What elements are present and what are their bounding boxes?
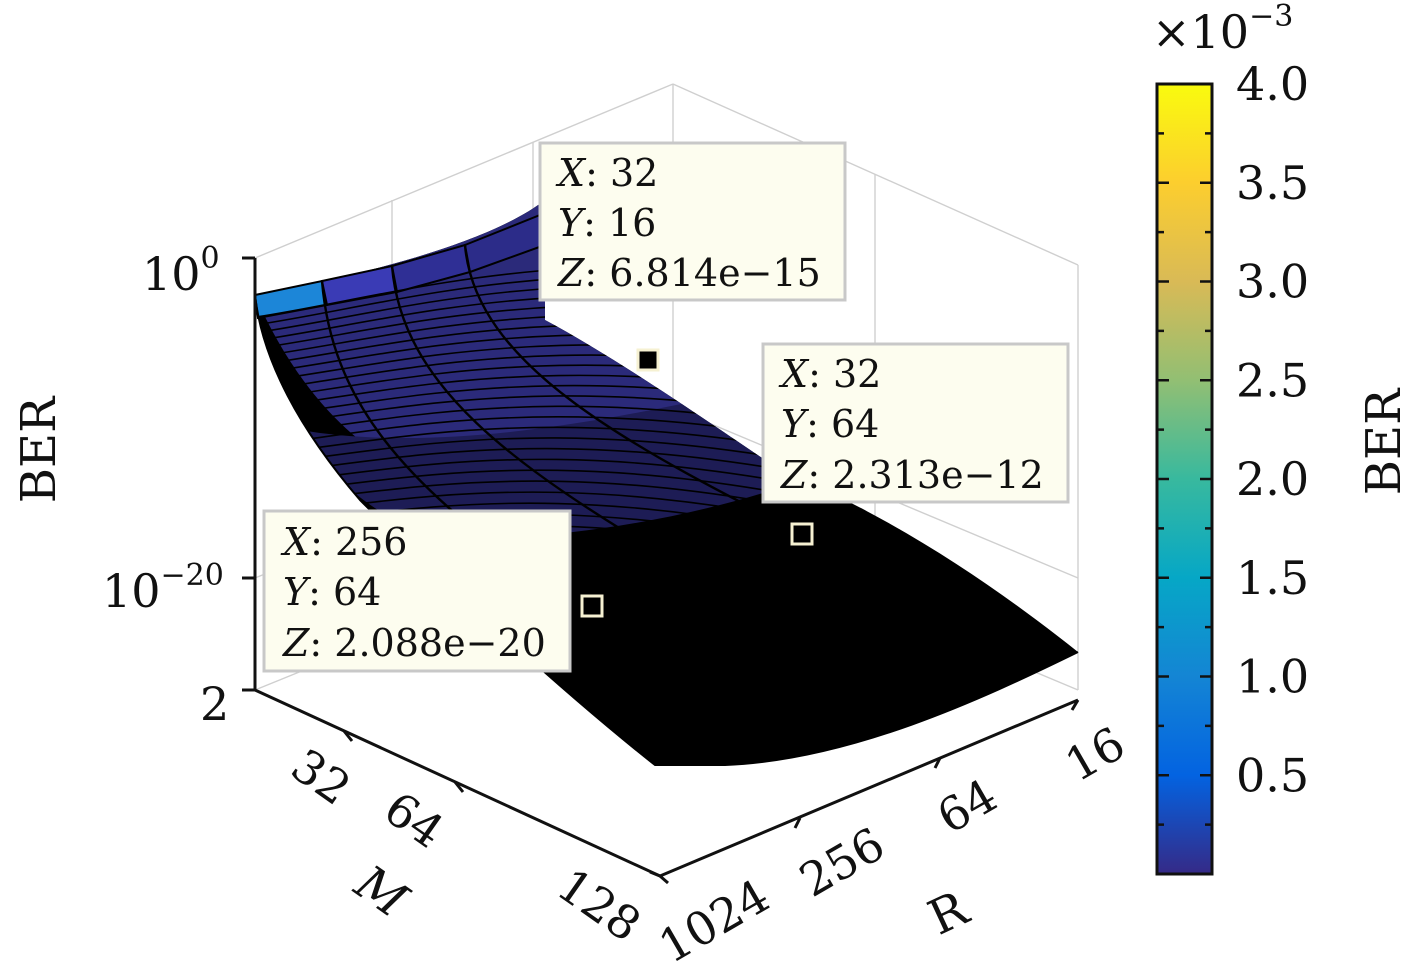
datatip-2-zkey: Z (780, 453, 808, 497)
colorbar-ticks (1157, 82, 1212, 826)
datatip-3-zkey: Z (282, 621, 310, 665)
z-tick-1e0-exp: 0 (201, 241, 220, 276)
colorbar-labels: 0.5 1.0 1.5 2.0 2.5 3.0 3.5 4.0 (1236, 57, 1309, 802)
datatip-3-ykey: Y (283, 570, 312, 614)
colorbar-exponent-power: −3 (1249, 0, 1293, 34)
svg-text:Y: 64: Y: 64 (781, 402, 879, 446)
z-tick-1e0-base: 10 (142, 247, 201, 301)
colorbar-tick-label: 3.0 (1236, 255, 1309, 309)
axis-ticks (242, 256, 1080, 885)
datatip-2-x: 32 (833, 352, 881, 396)
m-tick-64: 64 (375, 781, 454, 859)
datatip-markers[interactable] (580, 348, 814, 618)
r-axis-line (659, 698, 1079, 878)
z-tick-1e0: 100 (142, 241, 220, 301)
datatip-2-xkey: X (778, 352, 810, 396)
r-tick-64: 64 (928, 768, 1006, 844)
svg-text:X: 32: X: 32 (778, 352, 881, 396)
datatip-3-z: 2.088e−20 (334, 621, 545, 665)
r-tick-16: 16 (1056, 716, 1134, 792)
r-tick-256: 256 (790, 817, 893, 908)
datatip-1-z: 6.814e−15 (609, 251, 820, 295)
z-tick-2: 2 (200, 677, 229, 731)
colorbar-exponent-base: ×10 (1152, 5, 1249, 59)
datatip-1-y: 16 (608, 201, 656, 245)
datatip-1-x: 32 (610, 151, 658, 195)
colorbar-tick-label: 1.0 (1236, 650, 1309, 704)
m-tick-128: 128 (548, 858, 651, 953)
svg-text:Z: 2.313e−12: Z: 2.313e−12 (780, 453, 1044, 497)
colorbar-title: BER (1356, 387, 1412, 495)
datatip-1-xkey: X (555, 151, 587, 195)
svg-text:Z: 2.088e−20: Z: 2.088e−20 (282, 621, 546, 665)
surface-mesh-line (390, 265, 683, 568)
z-axis-title: BER (11, 395, 67, 503)
surface-mesh-line (463, 244, 826, 547)
svg-text:Z: 6.814e−15: Z: 6.814e−15 (557, 251, 821, 295)
datatip-2-y: 64 (831, 402, 879, 446)
colorbar-tick-label: 2.5 (1236, 353, 1309, 407)
svg-text:Y: 64: Y: 64 (283, 570, 381, 614)
datatip-2-ykey: Y (781, 402, 810, 446)
svg-text:Y: 16: Y: 16 (558, 201, 656, 245)
datatip-2-z: 2.313e−12 (832, 453, 1043, 497)
colorbar-tick-label: 3.5 (1236, 156, 1309, 210)
datatip-marker-1[interactable] (636, 348, 660, 372)
datatip-3[interactable]: X: 256 Y: 64 Z: 2.088e−20 (262, 509, 572, 673)
datatip-1-ykey: Y (558, 201, 587, 245)
datatip-3-x: 256 (335, 520, 408, 564)
datatip-3-xkey: X (280, 520, 312, 564)
m-axis-title: M (344, 854, 419, 930)
colorbar: 0.5 1.0 1.5 2.0 2.5 3.0 3.5 4.0 ×10−3 BER (1152, 0, 1412, 876)
svg-text:X: 256: X: 256 (280, 520, 407, 564)
colorbar-tick-label: 1.5 (1236, 551, 1309, 605)
z-tick-1e-20-base: 10 (102, 564, 161, 618)
datatip-1[interactable]: X: 32 Y: 16 Z: 6.814e−15 (538, 141, 847, 302)
colorbar-tick-label: 4.0 (1236, 57, 1309, 111)
z-tick-1e-20: 10−20 (102, 558, 224, 618)
datatip-2[interactable]: X: 32 Y: 64 Z: 2.313e−12 (761, 342, 1070, 504)
colorbar-tick-label: 0.5 (1236, 748, 1309, 802)
svg-text:X: 32: X: 32 (555, 151, 658, 195)
datatip-1-zkey: Z (557, 251, 585, 295)
z-tick-1e-20-exp: −20 (161, 558, 224, 593)
r-axis-title: R (920, 880, 978, 947)
r-tick-1024: 1024 (650, 868, 778, 967)
colorbar-tick-label: 2.0 (1236, 452, 1309, 506)
m-tick-32: 32 (282, 738, 361, 816)
datatip-marker-3[interactable] (580, 594, 604, 618)
colorbar-exponent: ×10−3 (1152, 0, 1293, 59)
datatip-marker-2[interactable] (790, 522, 814, 546)
datatip-3-y: 64 (333, 570, 381, 614)
